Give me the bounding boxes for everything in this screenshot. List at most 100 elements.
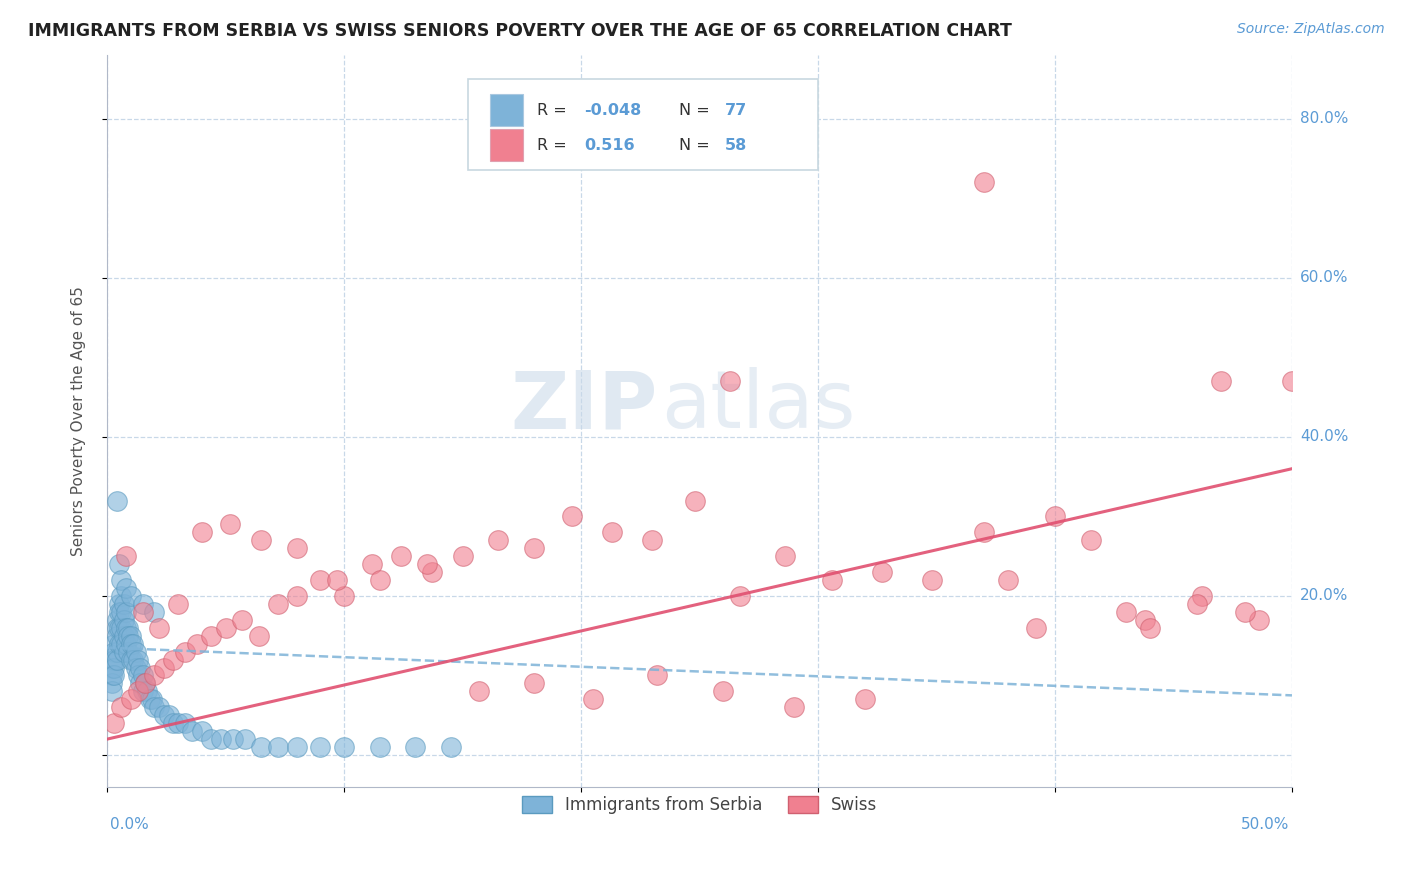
Point [134,676,156,690]
Point [1025,621,1047,635]
Point [309,573,332,587]
Point [148,700,170,714]
Legend: Immigrants from Serbia, Swiss: Immigrants from Serbia, Swiss [513,788,886,822]
Point [200,732,222,747]
Point [523,541,546,556]
Text: atlas: atlas [662,368,856,445]
Text: 40.0%: 40.0% [1301,429,1348,444]
Point [122,652,145,666]
Point [600,525,623,540]
Point [103,716,125,731]
Point [186,637,208,651]
Point [285,541,308,556]
Point [120,637,142,651]
Point [143,668,166,682]
Text: N =: N = [679,137,716,153]
Point [191,525,214,540]
Point [440,740,463,755]
Point [1185,597,1208,611]
Bar [489,94,523,126]
Text: Source: ZipAtlas.com: Source: ZipAtlas.com [1237,22,1385,37]
Text: 50.0%: 50.0% [1241,817,1289,832]
Point [153,708,176,723]
Text: 77: 77 [724,103,747,118]
Point [127,668,149,682]
Point [143,700,166,714]
Point [101,668,124,682]
Point [1080,533,1102,548]
Point [250,533,273,548]
Point [131,605,153,619]
Point [103,668,125,682]
Point [110,621,132,635]
Point [718,374,741,388]
Point [416,557,439,571]
Point [267,597,290,611]
Point [105,493,128,508]
Point [1191,589,1213,603]
Point [115,581,138,595]
Point [773,549,796,564]
Text: 0.516: 0.516 [585,137,636,153]
Point [103,660,125,674]
Point [153,660,176,674]
Point [108,597,131,611]
Text: ZIP: ZIP [510,368,658,445]
Text: 0.0%: 0.0% [110,817,149,832]
Text: N =: N = [679,103,716,118]
Point [333,589,356,603]
Point [162,716,184,731]
Point [333,740,356,755]
Point [821,573,844,587]
Point [468,684,491,698]
Point [105,613,128,627]
Point [285,589,308,603]
Point [101,676,124,690]
Point [138,692,160,706]
Point [129,660,152,674]
Point [162,652,184,666]
Point [1247,613,1270,627]
Point [420,565,443,579]
Point [115,605,138,619]
Point [108,621,131,635]
Point [134,676,156,690]
Point [1139,621,1161,635]
Point [117,629,139,643]
Point [167,597,190,611]
Point [120,652,142,666]
Y-axis label: Seniors Poverty Over the Age of 65: Seniors Poverty Over the Age of 65 [72,286,86,556]
Point [174,645,197,659]
Text: 60.0%: 60.0% [1301,270,1348,285]
Point [921,573,943,587]
Text: -0.048: -0.048 [585,103,643,118]
Point [250,740,273,755]
Point [124,645,146,659]
Point [523,676,546,690]
Text: R =: R = [537,103,572,118]
Point [1043,509,1066,524]
Point [131,684,153,698]
Point [285,740,308,755]
Point [148,621,170,635]
Point [105,645,128,659]
Point [110,700,132,714]
Point [136,684,159,698]
Point [267,740,290,755]
Point [221,732,243,747]
Point [110,637,132,651]
Point [870,565,893,579]
Point [127,652,149,666]
Point [167,716,190,731]
Point [368,740,391,755]
Point [112,645,135,659]
Point [1209,374,1232,388]
Point [361,557,384,571]
Point [108,557,131,571]
Point [309,740,332,755]
Point [112,597,135,611]
Point [101,660,124,674]
Point [105,652,128,666]
Point [233,732,256,747]
Point [101,684,124,698]
